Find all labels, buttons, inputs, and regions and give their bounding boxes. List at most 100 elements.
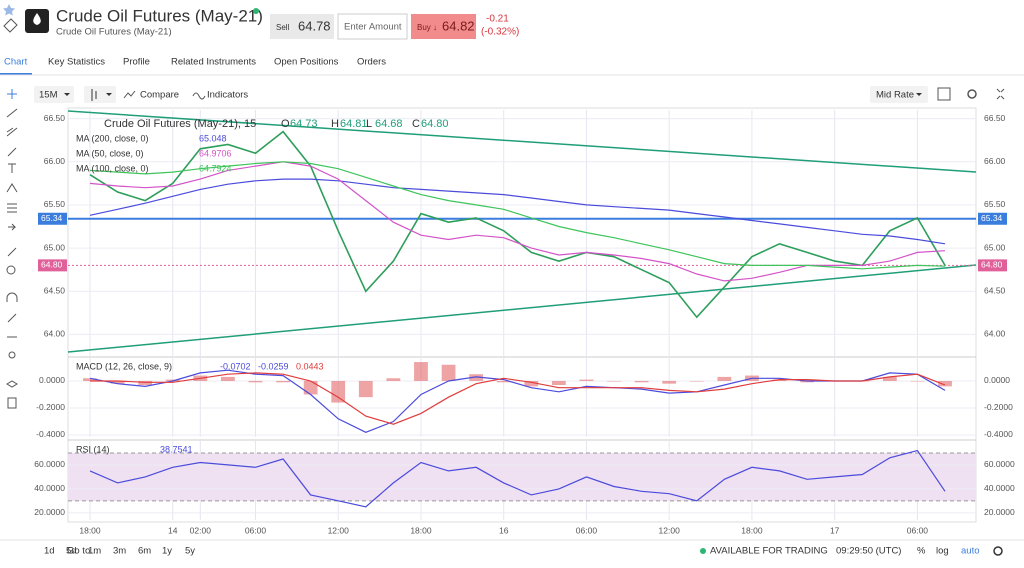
x-tick-label: 17 (830, 525, 840, 535)
x-tick-label: 14 (168, 525, 178, 535)
percent-toggle[interactable]: % (917, 546, 926, 557)
drawing-tools (6, 89, 18, 409)
tab[interactable]: Profile (123, 57, 150, 68)
chart-type-select[interactable] (84, 86, 116, 103)
buy-button[interactable] (411, 14, 476, 39)
histogram-bar (524, 380, 539, 387)
histogram-bar (358, 380, 373, 398)
range-button[interactable]: 3m (113, 546, 126, 557)
instrument-title: Crude Oil Futures (May-21) (56, 6, 263, 25)
visibility-tool[interactable] (8, 351, 16, 359)
price-tag (38, 259, 67, 272)
magnet-tool[interactable] (6, 292, 18, 302)
layout-button[interactable] (937, 87, 951, 101)
tab[interactable]: Key Statistics (48, 57, 105, 68)
price-mode: Mid Rate (876, 90, 914, 101)
series-line (90, 372, 946, 425)
histogram-bar (689, 380, 704, 382)
range-button[interactable]: 6m (138, 546, 151, 557)
range-button[interactable]: 1d (44, 546, 55, 557)
y-tick-label-left: 66.00 (44, 156, 66, 166)
tab[interactable]: Chart (4, 57, 28, 68)
histogram-bar (551, 380, 566, 386)
histogram-bar (83, 378, 97, 381)
histogram-bar (607, 380, 621, 382)
interval: 15M (39, 90, 58, 101)
fib-tool[interactable] (7, 203, 17, 213)
indicator-readout: 38.7541 (160, 444, 193, 454)
histogram-bar (496, 380, 511, 383)
indicators-button[interactable]: Indicators (207, 90, 248, 101)
price-mode-select[interactable] (870, 86, 928, 103)
buy-label: Buy ↓ (417, 23, 437, 32)
rsi-band (68, 452, 976, 501)
tab[interactable]: Related Instruments (171, 57, 256, 68)
price-change: -0.21 (486, 14, 509, 25)
zoom-tool[interactable] (6, 265, 16, 275)
measure-tool[interactable] (7, 247, 17, 257)
series-line (89, 449, 946, 508)
histogram-bar (165, 379, 180, 381)
settings-button[interactable] (967, 89, 977, 99)
indicator-value: 64.7924 (199, 163, 232, 173)
y-tick-label-right: -0.2000 (984, 402, 1013, 412)
crosshair-tool[interactable] (7, 89, 17, 99)
indicators-icon (192, 92, 206, 100)
instrument-subtitle: Crude Oil Futures (May-21) (56, 27, 172, 38)
tab[interactable]: Open Positions (274, 57, 339, 68)
histogram-bar (469, 374, 484, 381)
histogram-bar (303, 380, 318, 395)
line-tool[interactable] (6, 108, 18, 118)
clock: 09:29:50 (UTC) (836, 546, 901, 557)
histogram-bar (800, 380, 814, 383)
series-line (89, 369, 946, 433)
compare-button[interactable]: Compare (140, 90, 179, 101)
y-tick-label-left: 0.0000 (39, 375, 65, 385)
log-toggle[interactable]: log (936, 546, 949, 557)
oil-drop (33, 13, 41, 25)
compare-icon (123, 90, 136, 99)
histogram-bar (248, 380, 263, 383)
auto-toggle[interactable]: auto (961, 546, 980, 557)
interval-select[interactable] (34, 86, 74, 103)
favorite-star[interactable] (3, 4, 15, 16)
series-line (89, 130, 946, 319)
histogram-bar (938, 380, 952, 387)
ohlc-label: C (412, 118, 420, 130)
histogram-bar (717, 376, 732, 381)
y-tick-label-left: 20.0000 (34, 507, 65, 517)
caret (916, 93, 922, 96)
indicator-title: MACD (12, 26, close, 9) (76, 361, 172, 371)
layers-tool[interactable] (6, 380, 18, 388)
chart-settings[interactable] (993, 546, 1003, 556)
alert-icon[interactable] (3, 18, 18, 33)
brush-tool[interactable] (7, 147, 17, 157)
delete-tool[interactable] (7, 397, 17, 409)
channel-tool[interactable] (6, 127, 18, 137)
series-line (89, 178, 946, 245)
range-button[interactable]: 5y (185, 546, 195, 557)
pattern-tool[interactable] (6, 183, 18, 193)
tab-bar: Chart Key Statistics Profile Related Instru… (0, 57, 386, 75)
sell-button[interactable] (270, 14, 334, 39)
price-tag (978, 212, 1007, 225)
lock-tool[interactable] (7, 313, 17, 323)
x-tick-label: 06:00 (907, 525, 929, 535)
y-tick-label-right: 66.00 (984, 156, 1006, 166)
histogram-bar (579, 379, 594, 381)
fullscreen-button[interactable] (996, 88, 1005, 100)
buy-price: 64.82 (442, 18, 475, 33)
range-button[interactable]: 5d (66, 546, 77, 557)
trend-line (67, 110, 977, 173)
x-tick-label: 06:00 (576, 525, 598, 535)
arrow-tool[interactable] (8, 223, 17, 231)
x-tick-label: 12:00 (328, 525, 350, 535)
amount-input[interactable] (337, 13, 408, 40)
text-tool[interactable] (8, 163, 16, 173)
range-button[interactable]: 1y (162, 546, 172, 557)
range-button[interactable]: 1m (88, 546, 101, 557)
goto-button[interactable]: Go to... (67, 546, 98, 557)
tab[interactable]: Orders (357, 57, 386, 68)
indicator-readout: 0.0443 (296, 361, 324, 371)
